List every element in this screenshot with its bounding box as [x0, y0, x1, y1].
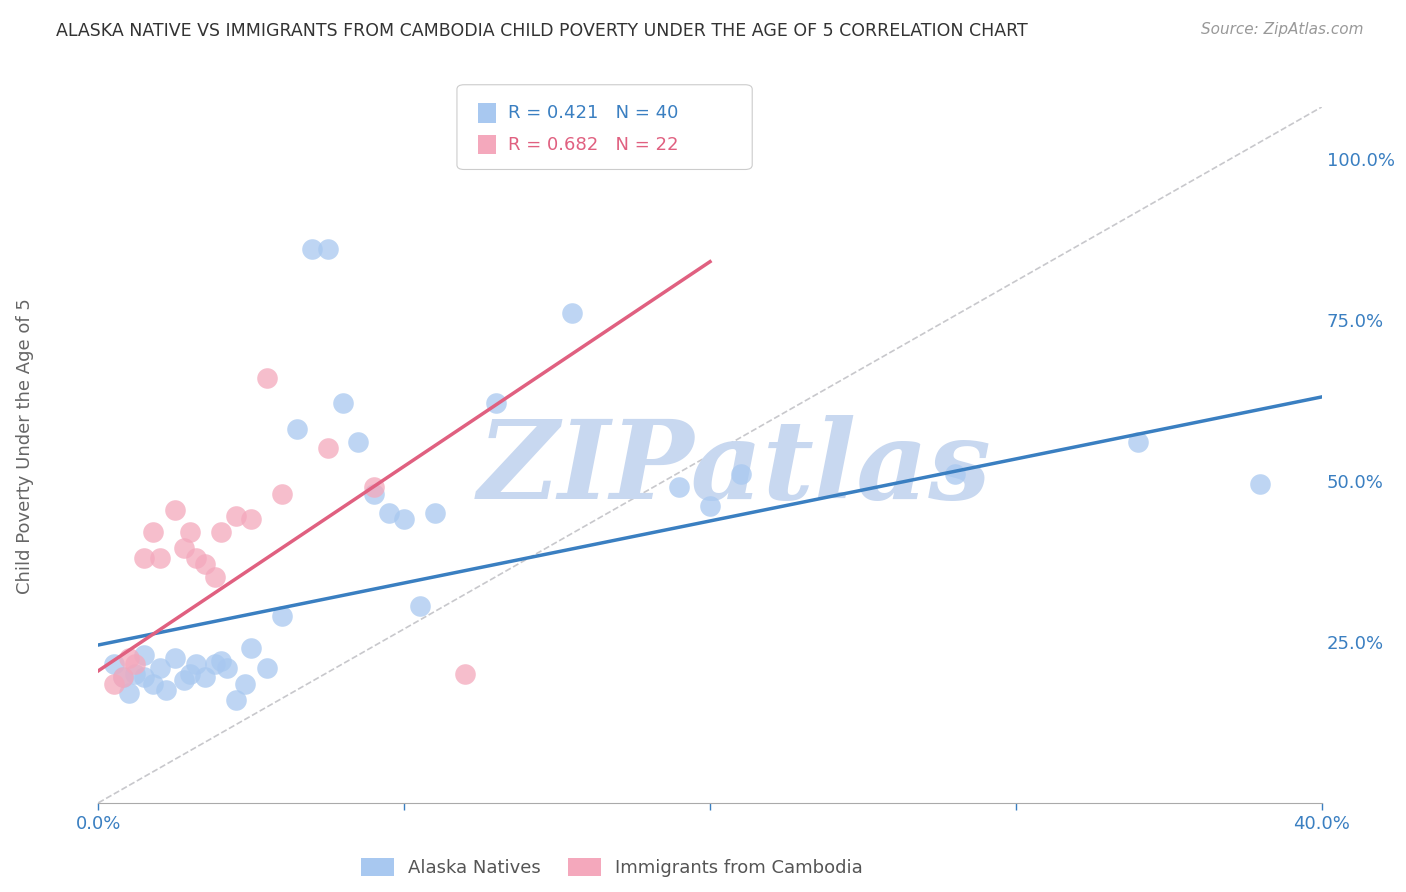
Point [118, 686, 141, 700]
Point [285, 422, 308, 436]
Point [699, 148, 721, 162]
Point [186, 657, 208, 672]
Point [149, 551, 172, 566]
Point [111, 670, 134, 684]
Point [124, 667, 146, 681]
Point [204, 657, 226, 672]
Point [149, 660, 172, 674]
Point [204, 570, 226, 584]
Point [124, 657, 146, 672]
Point [118, 651, 141, 665]
Point [347, 435, 370, 450]
Point [378, 506, 401, 520]
Point [943, 467, 966, 482]
Point [1249, 476, 1271, 491]
Point [142, 676, 165, 690]
Point [256, 370, 278, 384]
Point [240, 641, 263, 656]
Point [423, 506, 446, 520]
Text: Child Poverty Under the Age of 5: Child Poverty Under the Age of 5 [17, 298, 34, 594]
Point [392, 512, 416, 526]
Point [179, 525, 201, 540]
Point [103, 657, 125, 672]
Point [173, 673, 195, 688]
Point [103, 676, 125, 690]
Point [134, 670, 156, 684]
Point [215, 660, 238, 674]
Point [270, 486, 292, 500]
Point [134, 551, 156, 566]
Text: Source: ZipAtlas.com: Source: ZipAtlas.com [1201, 22, 1364, 37]
Legend: Alaska Natives, Immigrants from Cambodia: Alaska Natives, Immigrants from Cambodia [354, 851, 870, 884]
Text: R = 0.421   N = 40: R = 0.421 N = 40 [508, 104, 678, 122]
Point [256, 660, 278, 674]
Text: ALASKA NATIVE VS IMMIGRANTS FROM CAMBODIA CHILD POVERTY UNDER THE AGE OF 5 CORRE: ALASKA NATIVE VS IMMIGRANTS FROM CAMBODI… [56, 22, 1028, 40]
Point [173, 541, 195, 556]
Point [301, 242, 323, 256]
Point [209, 654, 232, 668]
Point [316, 242, 339, 256]
Point [134, 648, 156, 662]
Text: R = 0.682   N = 22: R = 0.682 N = 22 [508, 136, 678, 153]
Point [730, 467, 752, 482]
Text: ZIPatlas: ZIPatlas [478, 415, 991, 523]
Point [209, 525, 232, 540]
Point [186, 551, 208, 566]
Point [363, 480, 385, 494]
Point [233, 676, 256, 690]
Point [332, 396, 354, 410]
Point [225, 692, 247, 706]
Point [316, 442, 339, 456]
Point [142, 525, 165, 540]
Point [699, 500, 721, 514]
Point [454, 667, 477, 681]
Point [363, 486, 385, 500]
Point [194, 558, 217, 572]
Point [1128, 435, 1150, 450]
Point [163, 651, 186, 665]
Point [225, 509, 247, 524]
Point [668, 480, 690, 494]
Point [485, 396, 508, 410]
Point [111, 670, 134, 684]
Point [155, 683, 177, 698]
Point [408, 599, 430, 614]
Point [194, 670, 217, 684]
Point [561, 306, 583, 320]
Point [179, 667, 201, 681]
Point [240, 512, 263, 526]
Point [270, 609, 292, 624]
Point [163, 502, 186, 516]
